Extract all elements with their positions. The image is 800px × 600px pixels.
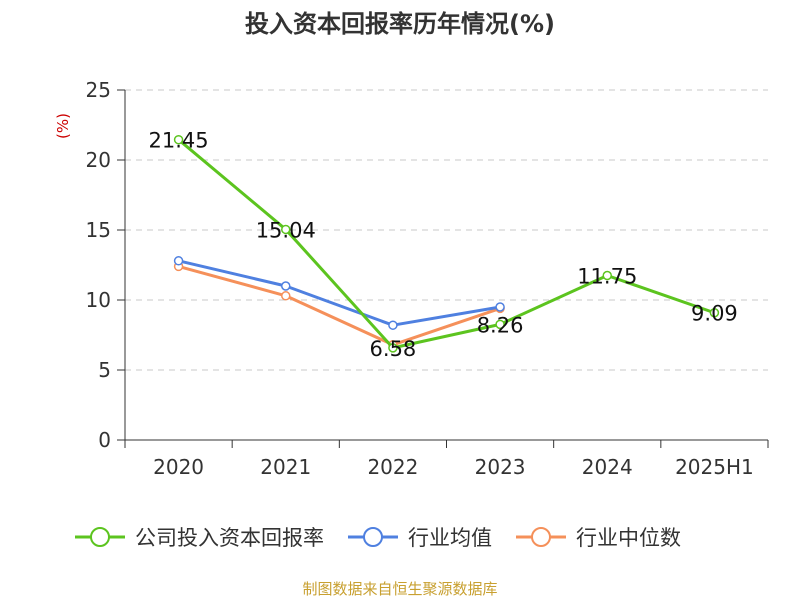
series-line bbox=[177, 138, 715, 350]
legend-item-2[interactable]: 行业中位数 bbox=[516, 526, 681, 550]
legend-marker bbox=[90, 527, 110, 547]
legend-marker bbox=[363, 527, 383, 547]
chart-title: 投入资本回报率历年情况(%) bbox=[245, 10, 555, 38]
data-point bbox=[495, 319, 505, 330]
legend-label: 行业均值 bbox=[408, 526, 492, 550]
series-0 bbox=[173, 134, 720, 353]
y-tick-label: 0 bbox=[98, 428, 111, 452]
y-tick-label: 20 bbox=[86, 148, 111, 172]
y-axis-unit-label: (%) bbox=[54, 113, 72, 139]
data-point bbox=[281, 224, 291, 235]
data-point bbox=[281, 291, 291, 301]
legend-item-1[interactable]: 行业均值 bbox=[348, 526, 492, 550]
series-layer bbox=[173, 134, 720, 353]
legend-label: 行业中位数 bbox=[576, 526, 681, 550]
data-label: 15.04 bbox=[256, 218, 316, 242]
data-labels: 21.45 15.04 6.58 8.26 11.75 9.09 bbox=[149, 129, 738, 361]
y-tick-label: 15 bbox=[86, 218, 111, 242]
data-label: 6.58 bbox=[370, 337, 417, 361]
data-point bbox=[388, 343, 398, 353]
legend-label: 公司投入资本回报率 bbox=[135, 526, 324, 550]
y-tick-label: 25 bbox=[86, 78, 111, 102]
x-tick-label: 2020 bbox=[153, 455, 204, 479]
grid bbox=[125, 89, 768, 371]
legend-marker bbox=[531, 527, 551, 547]
data-point bbox=[281, 281, 291, 291]
data-label: 21.45 bbox=[149, 129, 209, 153]
series-line bbox=[178, 259, 501, 327]
data-label: 11.75 bbox=[577, 265, 637, 289]
data-point bbox=[173, 134, 184, 145]
y-tick-label: 10 bbox=[86, 288, 111, 312]
y-tick-label: 5 bbox=[98, 358, 111, 382]
legend-item-0[interactable]: 公司投入资本回报率 bbox=[75, 526, 324, 550]
series-1 bbox=[173, 256, 505, 330]
source-note: 制图数据来自恒生聚源数据库 bbox=[302, 580, 497, 598]
data-point bbox=[602, 270, 612, 281]
x-tick-label: 2022 bbox=[367, 455, 418, 479]
data-point bbox=[495, 302, 505, 312]
x-tick-label: 2021 bbox=[260, 455, 311, 479]
data-label: 9.09 bbox=[691, 302, 738, 326]
x-tick-label: 2023 bbox=[475, 455, 526, 479]
legend[interactable]: 公司投入资本回报率 行业均值 行业中位数 bbox=[75, 526, 681, 550]
x-tick-label: 2024 bbox=[582, 455, 633, 479]
data-point bbox=[388, 320, 398, 330]
x-tick-label: 2025H1 bbox=[675, 455, 754, 479]
axes: 0 5 10 15 20 25 2020 2021 2022 2023 2024 2025H1 bbox=[86, 78, 769, 479]
data-point bbox=[709, 307, 720, 318]
data-label: 8.26 bbox=[477, 313, 524, 337]
series-line bbox=[178, 264, 501, 347]
data-point bbox=[173, 256, 184, 266]
